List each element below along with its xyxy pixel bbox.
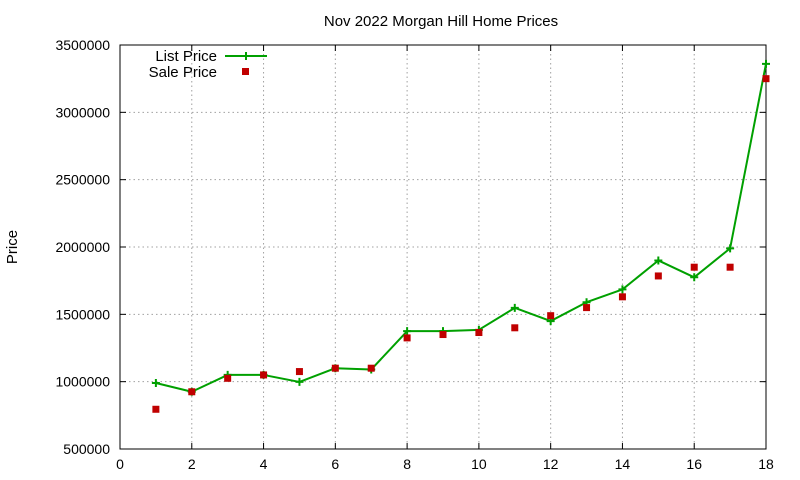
y-tick-label: 500000 [63,441,110,457]
x-tick-label: 14 [615,456,631,472]
list-price-point [403,327,412,336]
list-price-point [654,256,663,265]
list-price-point [618,285,627,294]
list-price-point [510,303,519,312]
x-tick-label: 6 [331,456,339,472]
sale-price-point [690,263,698,271]
list-price-point [762,59,770,68]
sale-price-point [762,75,770,83]
y-tick-label: 3000000 [55,104,110,120]
list-price-point [726,244,735,253]
sale-price-point [403,334,411,342]
list-price-point [690,273,699,282]
y-tick-label: 2500000 [55,172,110,188]
y-tick-label: 1000000 [55,374,110,390]
list-price-line [155,63,767,393]
legend-plus-marker [242,52,250,60]
x-tick-label: 18 [758,456,774,472]
sale-price-point [260,371,268,379]
sale-price-point [367,364,375,372]
sale-price-point [295,368,303,376]
sale-price-point [331,364,339,372]
y-tick-label: 1500000 [55,306,110,322]
sale-price-point [152,405,160,413]
sale-price-point [726,263,734,271]
legend-label-list-price: List Price [155,48,217,65]
x-tick-label: 12 [543,456,559,472]
sale-price-point [224,374,232,382]
x-tick-label: 10 [471,456,487,472]
y-tick-label: 3500000 [55,37,110,53]
legend: List Price Sale Price [149,48,267,81]
chart-title: Nov 2022 Morgan Hill Home Prices [324,13,558,30]
sale-price-point [654,272,662,280]
y-axis-label: Price [4,230,21,264]
y-tick-label: 2000000 [55,239,110,255]
y-tick-labels: 500000 1000000 1500000 2000000 2500000 300000… [55,37,110,457]
x-tick-label: 2 [188,456,196,472]
sale-price-point [583,304,591,312]
list-price-point [151,379,160,388]
list-price-point [295,377,304,386]
x-tick-label: 0 [116,456,124,472]
sale-price-point [547,312,555,320]
legend-label-sale-price: Sale Price [149,64,217,81]
sale-price-point [511,324,519,332]
legend-swatch-sale-price [242,68,249,75]
x-tick-label: 4 [260,456,268,472]
grid-lines [120,45,766,449]
sale-price-point [618,293,626,301]
sale-price-point [188,388,196,396]
sale-price-point [439,331,447,339]
sale-price-point [475,329,483,337]
x-tick-label: 8 [403,456,411,472]
x-tick-labels: 0 2 4 6 8 10 12 14 16 18 [116,456,774,472]
axis-ticks [119,44,767,450]
x-tick-label: 16 [686,456,702,472]
series-layer [151,59,770,413]
